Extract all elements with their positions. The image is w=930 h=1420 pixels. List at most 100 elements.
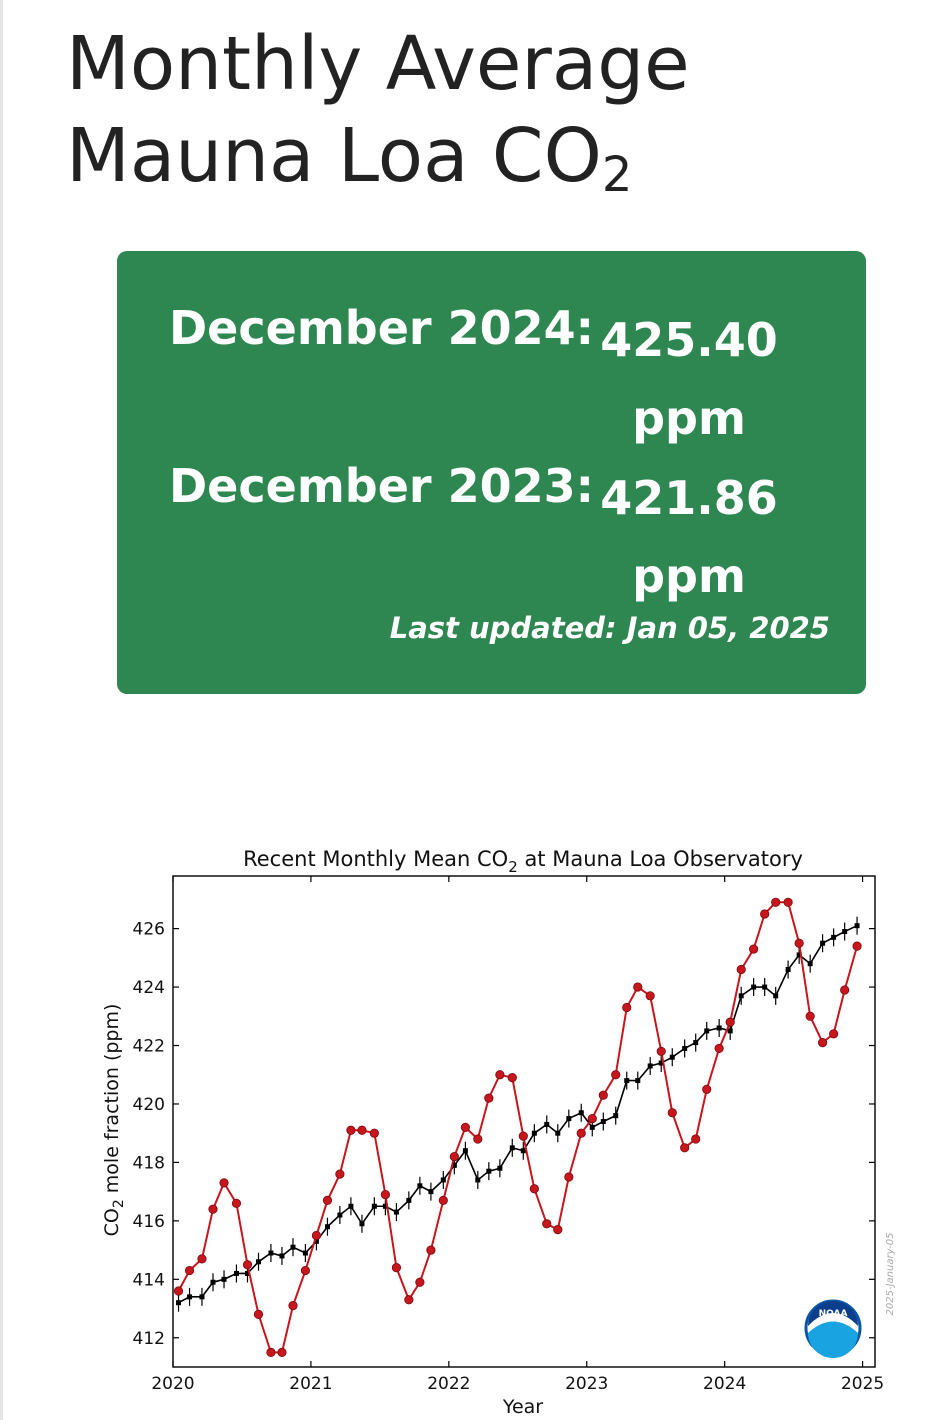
monthly-point bbox=[322, 1195, 333, 1206]
trend-point bbox=[647, 1056, 653, 1075]
co2-chart: Recent Monthly Mean CO2 at Mauna Loa Obs… bbox=[0, 830, 930, 1420]
co2-stats-card: December 2024: 425.40 ppm December 2023:… bbox=[117, 251, 866, 694]
svg-text:NOAA: NOAA bbox=[819, 1309, 848, 1319]
stat-number: 425.40 bbox=[600, 313, 778, 367]
monthly-point bbox=[404, 1295, 414, 1305]
left-edge-rule bbox=[0, 0, 3, 1420]
trend-point bbox=[820, 934, 826, 953]
y-tick-label: 426 bbox=[133, 920, 165, 940]
monthly-point bbox=[553, 1225, 563, 1235]
stat-unit: ppm bbox=[632, 391, 746, 445]
monthly-point bbox=[518, 1131, 528, 1141]
x-tick-label: 2021 bbox=[289, 1374, 332, 1394]
trend-series bbox=[176, 916, 860, 1312]
monthly-point bbox=[656, 1046, 666, 1056]
monthly-point bbox=[219, 1178, 229, 1188]
monthly-point bbox=[576, 1128, 586, 1138]
trend-point bbox=[256, 1252, 262, 1271]
monthly-point bbox=[438, 1195, 448, 1206]
monthly-series bbox=[173, 897, 862, 1357]
monthly-point bbox=[667, 1108, 677, 1118]
monthly-line bbox=[177, 901, 859, 1354]
monthly-point bbox=[208, 1204, 218, 1214]
y-tick-label: 424 bbox=[133, 978, 165, 998]
trend-point bbox=[302, 1244, 308, 1263]
stat-unit: ppm bbox=[632, 549, 746, 603]
monthly-point bbox=[288, 1301, 298, 1311]
monthly-point bbox=[484, 1093, 494, 1103]
last-updated: Last updated: Jan 05, 2025 bbox=[389, 611, 830, 645]
trend-point bbox=[704, 1021, 710, 1040]
monthly-point bbox=[380, 1189, 390, 1200]
plot-frame bbox=[172, 875, 876, 1368]
trend-point bbox=[371, 1197, 377, 1216]
trend-point bbox=[635, 1071, 641, 1090]
stat-label: December 2023: bbox=[169, 459, 595, 513]
trend-point bbox=[290, 1238, 296, 1257]
axis-ticks: 2020 2021 2022 2023 2024 2025 412 414 416 418 420 4… bbox=[133, 876, 884, 1394]
page-title: Monthly Average Mauna Loa CO2 bbox=[66, 21, 690, 203]
monthly-point bbox=[449, 1151, 459, 1162]
monthly-point bbox=[840, 985, 850, 995]
stat-value: 425.40 ppm bbox=[589, 301, 789, 457]
chart-title: Recent Monthly Mean CO2 at Mauna Loa Obs… bbox=[243, 847, 803, 876]
stat-label: December 2024: bbox=[169, 301, 595, 355]
trend-point bbox=[406, 1191, 412, 1210]
y-tick-label: 418 bbox=[133, 1153, 165, 1173]
trend-point bbox=[497, 1159, 503, 1178]
monthly-point bbox=[426, 1245, 436, 1255]
trend-point bbox=[268, 1244, 274, 1263]
trend-point bbox=[221, 1270, 227, 1289]
x-tick-label: 2022 bbox=[427, 1374, 470, 1394]
trend-point bbox=[440, 1170, 446, 1189]
page-title-subscript: 2 bbox=[601, 147, 633, 203]
monthly-point bbox=[357, 1125, 367, 1135]
noaa-logo: NOAA bbox=[804, 1299, 862, 1358]
trend-point bbox=[428, 1182, 434, 1201]
monthly-point bbox=[611, 1070, 621, 1080]
monthly-point bbox=[749, 944, 759, 954]
monthly-point bbox=[231, 1198, 242, 1208]
y-tick-label: 414 bbox=[133, 1270, 165, 1290]
monthly-point bbox=[714, 1043, 724, 1054]
monthly-point bbox=[794, 938, 804, 948]
monthly-point bbox=[391, 1263, 402, 1273]
trend-point bbox=[176, 1293, 182, 1312]
trend-point bbox=[233, 1264, 239, 1283]
trend-point bbox=[785, 960, 791, 979]
x-tick-label: 2024 bbox=[703, 1374, 746, 1394]
monthly-point bbox=[266, 1347, 276, 1357]
monthly-point bbox=[622, 1002, 632, 1013]
monthly-point bbox=[805, 1011, 815, 1021]
trend-point bbox=[669, 1048, 675, 1067]
trend-point bbox=[199, 1287, 205, 1306]
monthly-point bbox=[783, 897, 793, 907]
trend-point bbox=[475, 1170, 481, 1189]
monthly-point bbox=[587, 1113, 597, 1124]
monthly-point bbox=[691, 1134, 701, 1144]
monthly-point bbox=[184, 1265, 195, 1276]
monthly-point bbox=[725, 1017, 735, 1027]
y-tick-label: 422 bbox=[133, 1037, 165, 1057]
monthly-point bbox=[829, 1029, 839, 1039]
y-tick-label: 420 bbox=[133, 1095, 165, 1115]
trend-point bbox=[613, 1106, 619, 1125]
monthly-point bbox=[335, 1169, 345, 1179]
monthly-point bbox=[564, 1172, 574, 1182]
trend-point bbox=[600, 1112, 606, 1131]
date-watermark: 2025-January-05 bbox=[885, 1233, 896, 1316]
monthly-point bbox=[529, 1184, 539, 1194]
trend-point bbox=[210, 1273, 216, 1292]
trend-point bbox=[279, 1246, 285, 1265]
trend-point bbox=[854, 916, 860, 935]
trend-point bbox=[544, 1115, 550, 1134]
y-axis-label: CO2 mole fraction (ppm) bbox=[101, 1004, 127, 1237]
monthly-point bbox=[415, 1277, 425, 1287]
trend-point bbox=[762, 978, 768, 997]
trend-point bbox=[531, 1124, 537, 1143]
trend-line bbox=[178, 924, 858, 1304]
trend-point bbox=[566, 1109, 572, 1128]
x-tick-label: 2020 bbox=[151, 1374, 194, 1394]
trend-point bbox=[520, 1141, 526, 1160]
monthly-point bbox=[495, 1070, 505, 1080]
